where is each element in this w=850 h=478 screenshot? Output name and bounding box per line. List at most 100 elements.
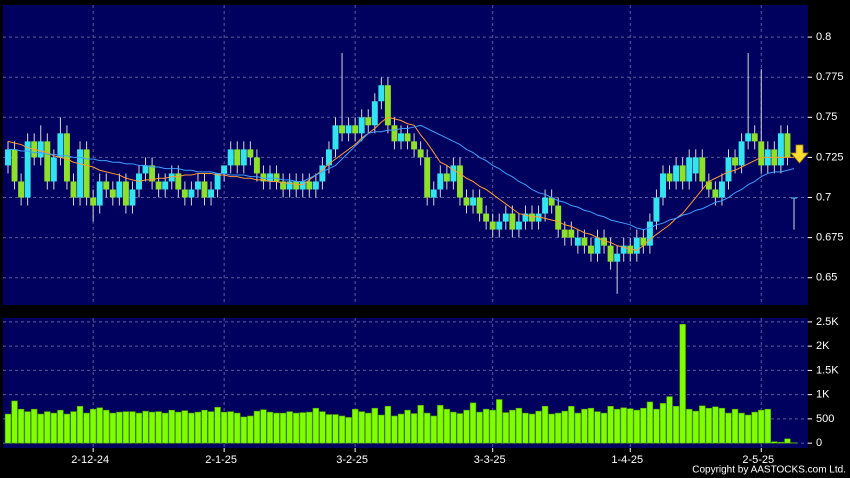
volume-bar — [410, 413, 418, 444]
volume-bar — [201, 409, 208, 444]
candle-body — [692, 157, 699, 174]
candle-body — [194, 181, 201, 190]
candle-body — [463, 197, 470, 206]
candle-body — [791, 197, 797, 199]
candle-body — [214, 173, 221, 190]
volume-bar — [672, 405, 680, 444]
x-tick-label: 2-5-25 — [742, 454, 774, 466]
volume-bar — [731, 408, 739, 444]
candle-body — [175, 173, 182, 190]
candle-body — [548, 197, 555, 206]
volume-bar — [155, 411, 162, 444]
candle-body — [168, 173, 175, 182]
candle-body — [122, 181, 129, 206]
volume-bar — [319, 411, 326, 444]
y-tick-label: 2K — [816, 340, 830, 352]
candle-body — [601, 237, 608, 246]
volume-bar — [522, 412, 529, 444]
volume-bar — [76, 405, 84, 444]
volume-bar — [234, 412, 241, 444]
candle-body — [299, 181, 306, 190]
candle-body — [627, 245, 634, 254]
y-tick-label: 0 — [816, 437, 822, 449]
x-tick-label: 2-12-24 — [71, 454, 109, 466]
volume-bar — [718, 407, 726, 444]
candle-body — [404, 133, 411, 142]
candle-body — [162, 181, 169, 190]
volume-bar — [430, 415, 437, 444]
y-tick-label: 0.7 — [816, 191, 831, 203]
candle-body — [339, 125, 346, 134]
volume-bar — [653, 408, 660, 444]
volume-bar — [640, 407, 647, 444]
candle-body — [502, 213, 509, 222]
candle-body — [673, 165, 680, 182]
volume-bar — [168, 409, 175, 444]
volume-bar — [142, 410, 149, 444]
volume-bar — [391, 415, 398, 444]
candle-body — [384, 85, 391, 126]
volume-bar — [11, 400, 18, 444]
volume-bar — [17, 408, 25, 444]
volume-bar — [476, 411, 483, 444]
volume-bar — [135, 412, 143, 444]
volume-bar — [686, 408, 693, 444]
volume-bar — [502, 412, 509, 444]
volume-bar — [129, 411, 136, 444]
volume-bar — [456, 413, 464, 444]
volume-bar — [338, 415, 346, 444]
candle-body — [188, 189, 195, 198]
candle-body — [181, 189, 188, 198]
volume-bar — [148, 411, 156, 444]
volume-bar — [227, 411, 234, 444]
candle-body — [568, 229, 575, 238]
candle-body — [725, 157, 732, 182]
candle-body — [208, 189, 215, 198]
volume-bar — [692, 410, 699, 444]
candle-body — [155, 181, 162, 190]
candle-body — [777, 133, 784, 166]
volume-bar — [109, 412, 116, 444]
candle-body — [332, 125, 339, 150]
volume-bar — [240, 416, 247, 444]
candle-body — [483, 213, 490, 222]
candle-body — [515, 221, 522, 230]
candle-body — [96, 181, 103, 206]
candle-body — [633, 237, 640, 254]
candle-body — [424, 157, 431, 198]
volume-bar — [725, 412, 732, 444]
volume-bar — [306, 411, 313, 444]
candle-body — [358, 117, 365, 134]
candle-body — [11, 149, 18, 182]
volume-bar — [214, 406, 221, 444]
candle-body — [489, 221, 496, 230]
volume-bar — [594, 411, 601, 444]
moving-average-line — [8, 124, 795, 231]
candle-body — [44, 141, 51, 182]
volume-bar — [751, 411, 758, 444]
candle-body — [470, 197, 477, 206]
x-tick-label: 3-2-25 — [336, 454, 368, 466]
candle-body — [273, 173, 280, 182]
volume-bar — [70, 411, 77, 444]
candle-body — [417, 149, 424, 158]
candle-body — [712, 189, 719, 198]
volume-bar — [784, 438, 791, 444]
volume-bar — [188, 412, 195, 444]
volume-bar — [620, 407, 627, 444]
candle-body — [293, 181, 300, 190]
candle-body — [705, 181, 712, 190]
volume-bar — [581, 408, 588, 444]
volume-bar — [63, 413, 71, 444]
candle-body — [411, 141, 418, 150]
volume-bar — [103, 409, 110, 444]
volume-bar — [541, 405, 549, 444]
candle-body — [306, 181, 313, 190]
volume-bar — [57, 409, 64, 444]
candle-body — [679, 165, 686, 182]
y-tick-label: 0.775 — [816, 71, 844, 83]
plot-layer: 0.65 0.675 0.7 0.725 0.75 0.775 0.8 0 500 1K 1.5K 2… — [3, 5, 844, 466]
volume-bar — [633, 409, 640, 444]
volume-bar — [627, 408, 634, 444]
